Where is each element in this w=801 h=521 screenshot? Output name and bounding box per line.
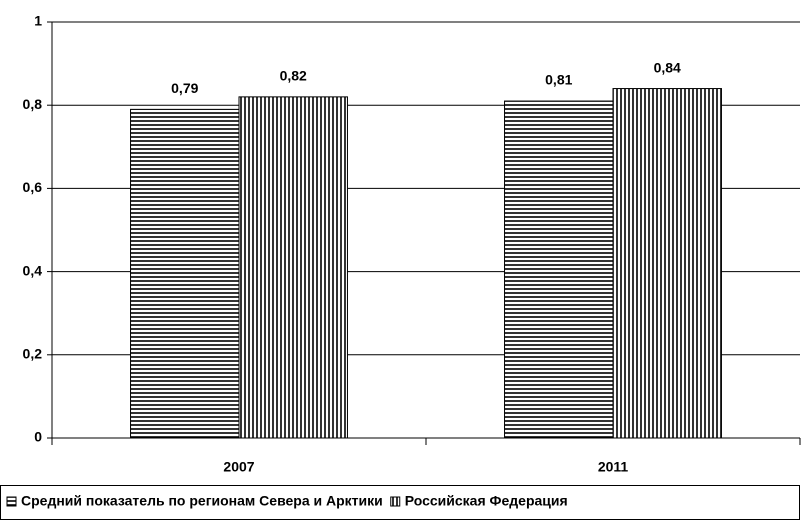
legend-swatch [6,496,17,507]
y-tick-label: 0,4 [23,262,43,278]
y-tick-label: 0,6 [23,179,43,195]
value-label: 0,82 [280,68,307,84]
x-tick-label: 2007 [223,459,254,475]
y-tick-label: 0 [34,429,42,445]
legend-label: Средний показатель по регионам Севера и … [21,493,383,509]
value-label: 0,84 [654,59,681,75]
bar [504,100,614,439]
x-tick-label: 2011 [598,459,629,475]
bar [238,96,348,439]
value-label: 0,81 [545,72,572,88]
legend-label: Российская Федерация [405,493,568,509]
bar [130,108,240,439]
legend-swatch [390,496,401,507]
value-label: 0,79 [171,80,198,96]
legend-box [0,485,800,520]
y-tick-label: 0,2 [23,346,43,362]
bar [612,88,722,439]
y-tick-label: 1 [34,13,42,29]
y-tick-label: 0,8 [23,96,43,112]
